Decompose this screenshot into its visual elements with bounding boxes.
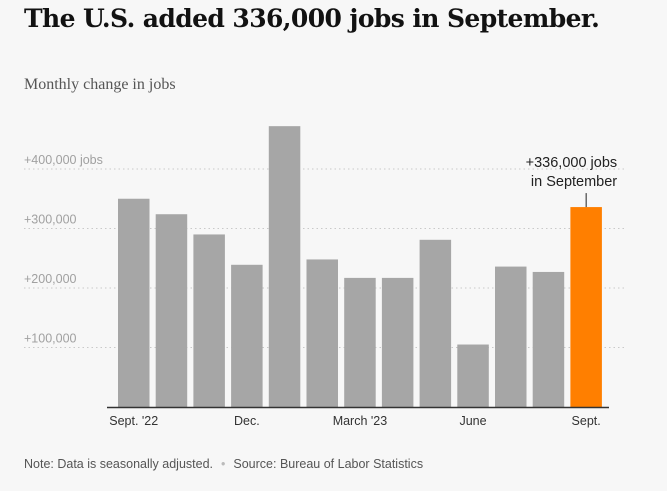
x-tick-label: Sept. '22 <box>109 414 158 428</box>
y-tick-label: +200,000 <box>24 272 77 286</box>
x-tick-label: Sept. <box>572 414 601 428</box>
bar-sept-22 <box>118 198 150 407</box>
annotation-label: in September <box>531 174 617 190</box>
annotation-label: +336,000 jobs <box>526 155 618 171</box>
bar-oct <box>155 214 188 407</box>
bar-june <box>457 344 489 407</box>
bar-may <box>419 239 452 407</box>
bar-april <box>381 277 414 407</box>
chart-subtitle: Monthly change in jobs <box>24 76 176 93</box>
bar-march-23 <box>344 277 376 407</box>
bar-dec <box>231 264 263 407</box>
y-tick-label: +300,000 <box>24 213 77 227</box>
footer-source: Source: Bureau of Labor Statistics <box>233 457 424 471</box>
footer-note: Note: Data is seasonally adjusted. <box>24 457 213 471</box>
x-tick-label: Dec. <box>234 414 260 428</box>
x-tick-label: March '23 <box>333 414 388 428</box>
headline: The U.S. added 336,000 jobs in September… <box>24 4 600 33</box>
bar-sept <box>570 207 602 407</box>
x-axis: Sept. '22 Dec. March '23 June Sept. <box>107 406 609 428</box>
bar-july <box>495 266 527 407</box>
annotation: +336,000 jobs in September <box>526 155 618 208</box>
bar-aug <box>532 271 565 407</box>
y-tick-label: +400,000 jobs <box>24 153 103 167</box>
bars <box>118 126 602 407</box>
y-tick-label: +100,000 <box>24 332 77 346</box>
bar-feb <box>306 259 338 407</box>
bar-nov <box>193 234 225 407</box>
bar-jan <box>268 126 301 407</box>
x-tick-label: June <box>459 414 486 428</box>
footer-separator: • <box>221 457 226 471</box>
footer: Note: Data is seasonally adjusted. • Sourc… <box>24 457 423 471</box>
